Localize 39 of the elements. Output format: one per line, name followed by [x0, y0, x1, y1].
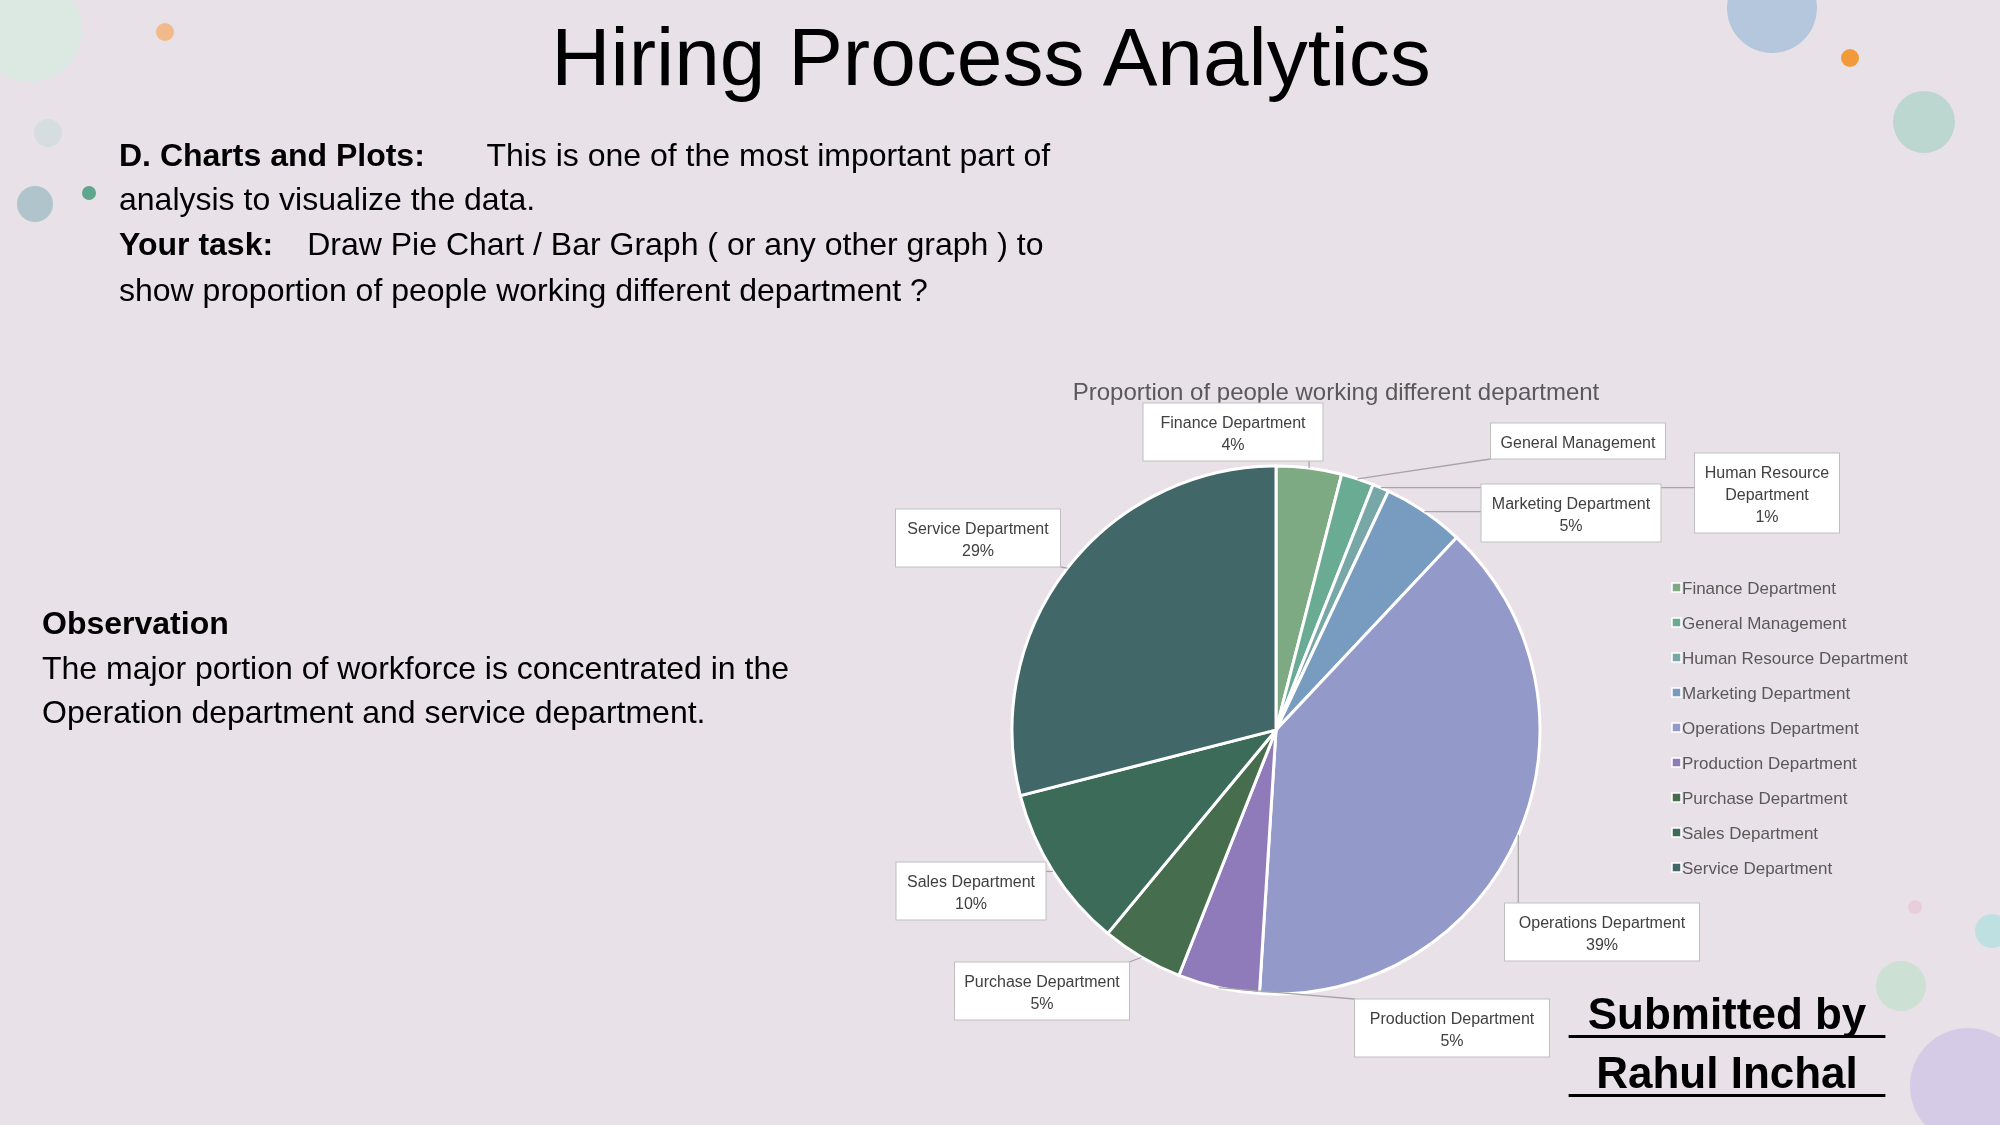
text: Draw Pie Chart / Bar Graph ( or any other graph ) to: [307, 226, 1044, 262]
legend-label: Finance Department: [1682, 579, 1837, 598]
text: analysis to visualize the data.: [119, 181, 536, 217]
text: Observation: [42, 605, 229, 641]
data-label: 4%: [1221, 436, 1245, 453]
slice-label: Sales Department: [906, 873, 1036, 890]
data-label: 29%: [961, 542, 995, 559]
text: show proportion of people working different department ?: [119, 272, 928, 308]
text: Submitted by: [1587, 989, 1867, 1038]
text: Your task:: [119, 226, 274, 262]
legend-label: Operations Department: [1682, 719, 1859, 738]
legend-label: Marketing Department: [1682, 684, 1851, 703]
chart-title: Hiring Process Analytics: [551, 11, 1431, 102]
slice-label: General Management: [1500, 434, 1656, 451]
text: This is one of the most important part of: [486, 137, 1051, 173]
data-label: 10%: [954, 895, 988, 912]
legend-label: Purchase Department: [1682, 789, 1848, 808]
slice-label: Finance Department: [1160, 414, 1307, 431]
slice-label: Human Resource Department: [1704, 464, 1830, 503]
legend-label: Service Department: [1682, 859, 1833, 878]
chart-subtitle: Proportion of people working different department: [1072, 378, 1600, 405]
data-label: 39%: [1585, 936, 1619, 953]
text: Rahul Inchal: [1596, 1048, 1858, 1097]
slice-label: Marketing Department: [1491, 495, 1651, 512]
slice-label: Purchase Department: [964, 973, 1121, 990]
legend-label: General Management: [1682, 614, 1847, 633]
text: Operation department and service department.: [42, 694, 706, 730]
legend-label: Human Resource Department: [1682, 649, 1909, 668]
legend-label: Sales Department: [1682, 824, 1819, 843]
data-label: 5%: [1030, 995, 1054, 1012]
text: The major portion of workforce is concentrated in the: [42, 650, 790, 686]
data-label: 1%: [1755, 508, 1779, 525]
slice-label: Operations Department: [1518, 914, 1686, 931]
slice-label: Service Department: [907, 520, 1050, 537]
slice-label: Production Department: [1369, 1010, 1535, 1027]
data-label: 5%: [1440, 1032, 1464, 1049]
legend-label: Production Department: [1682, 754, 1858, 773]
text: D. Charts and Plots:: [119, 137, 425, 173]
data-label: 5%: [1559, 517, 1583, 534]
